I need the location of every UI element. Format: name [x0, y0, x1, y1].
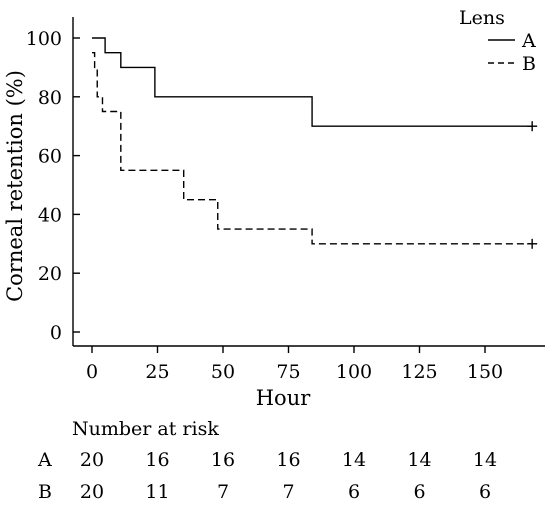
risk-value-a-75: 16 [276, 449, 300, 471]
axes [72, 17, 545, 347]
risk-table: Number at risk A 20 16 16 16 14 14 14 B 20 11 7 7 6 6 6 [37, 418, 497, 503]
risk-value-a-0: 20 [80, 449, 104, 471]
legend: Lens A B [459, 7, 536, 75]
legend-label-b: B [522, 53, 536, 75]
y-tick-label-0: 0 [50, 322, 62, 344]
risk-value-b-50: 7 [217, 481, 229, 503]
x-tick-label-75: 75 [276, 361, 300, 383]
series-line-a [92, 37, 533, 127]
legend-label-a: A [521, 30, 536, 52]
x-tick-label-100: 100 [336, 361, 372, 383]
risk-value-a-100: 14 [342, 449, 366, 471]
risk-value-b-125: 6 [413, 481, 425, 503]
risk-value-b-0: 20 [80, 481, 104, 503]
y-tick-label-80: 80 [38, 87, 62, 109]
risk-value-b-150: 6 [479, 481, 491, 503]
y-tick-label-20: 20 [38, 263, 62, 285]
ticks: 0 25 50 75 100 125 150 0 20 40 60 80 100 [26, 28, 503, 383]
risk-value-a-150: 14 [473, 449, 497, 471]
x-tick-label-125: 125 [401, 361, 437, 383]
risk-row-label-a: A [37, 449, 52, 471]
y-tick-label-100: 100 [26, 28, 62, 50]
x-tick-label-50: 50 [211, 361, 235, 383]
y-tick-label-60: 60 [38, 146, 62, 168]
risk-value-a-125: 14 [407, 449, 431, 471]
risk-value-b-75: 7 [282, 481, 294, 503]
series-line-b [92, 52, 533, 245]
x-tick-label-25: 25 [145, 361, 169, 383]
risk-value-b-25: 11 [145, 481, 169, 503]
y-axis-title: Corneal retention (%) [3, 70, 27, 302]
risk-row-label-b: B [38, 481, 52, 503]
risk-value-a-25: 16 [145, 449, 169, 471]
risk-value-b-100: 6 [348, 481, 360, 503]
x-tick-label-150: 150 [467, 361, 503, 383]
y-tick-label-40: 40 [38, 204, 62, 226]
legend-title: Lens [459, 7, 505, 29]
series-lines [92, 37, 538, 249]
x-tick-label-0: 0 [86, 361, 98, 383]
risk-table-title: Number at risk [72, 418, 219, 440]
x-axis-title: Hour [256, 386, 311, 410]
risk-value-a-50: 16 [211, 449, 235, 471]
